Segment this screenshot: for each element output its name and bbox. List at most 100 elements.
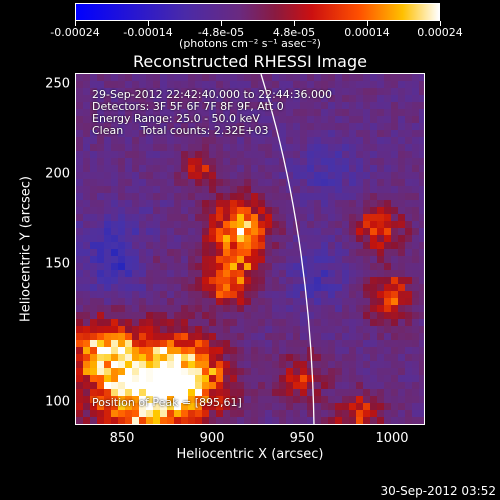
image-pixel xyxy=(132,228,139,235)
image-pixel xyxy=(132,417,139,424)
image-pixel xyxy=(314,389,321,396)
image-pixel xyxy=(139,291,146,298)
image-pixel xyxy=(293,396,300,403)
image-pixel xyxy=(132,179,139,186)
image-pixel xyxy=(272,382,279,389)
image-pixel xyxy=(314,109,321,116)
image-pixel xyxy=(167,284,174,291)
image-pixel xyxy=(265,368,272,375)
image-pixel xyxy=(132,389,139,396)
image-pixel xyxy=(293,291,300,298)
image-pixel xyxy=(216,326,223,333)
image-pixel xyxy=(125,74,132,81)
image-pixel xyxy=(202,144,209,151)
image-pixel xyxy=(412,270,419,277)
image-pixel xyxy=(237,165,244,172)
image-pixel xyxy=(125,179,132,186)
image-pixel xyxy=(230,424,237,425)
image-pixel xyxy=(188,375,195,382)
image-pixel xyxy=(83,298,90,305)
image-pixel xyxy=(90,368,97,375)
image-pixel xyxy=(153,389,160,396)
image-pixel xyxy=(195,347,202,354)
image-pixel xyxy=(356,403,363,410)
image-pixel xyxy=(132,312,139,319)
image-pixel xyxy=(237,284,244,291)
image-pixel xyxy=(146,249,153,256)
image-pixel xyxy=(307,165,314,172)
image-pixel xyxy=(188,403,195,410)
image-pixel xyxy=(251,158,258,165)
image-pixel xyxy=(125,277,132,284)
image-pixel xyxy=(216,396,223,403)
image-pixel xyxy=(335,158,342,165)
image-pixel xyxy=(258,130,265,137)
image-pixel xyxy=(139,361,146,368)
image-pixel xyxy=(405,403,412,410)
image-pixel xyxy=(279,116,286,123)
image-pixel xyxy=(356,81,363,88)
image-pixel xyxy=(216,256,223,263)
image-pixel xyxy=(167,235,174,242)
image-pixel xyxy=(97,417,104,424)
image-pixel xyxy=(132,165,139,172)
image-pixel xyxy=(146,95,153,102)
image-pixel xyxy=(97,95,104,102)
image-pixel xyxy=(293,186,300,193)
image-pixel xyxy=(209,186,216,193)
image-pixel xyxy=(272,109,279,116)
image-pixel xyxy=(97,340,104,347)
image-pixel xyxy=(118,263,125,270)
image-pixel xyxy=(384,333,391,340)
image-pixel xyxy=(384,200,391,207)
image-pixel xyxy=(279,123,286,130)
image-pixel xyxy=(251,298,258,305)
image-pixel xyxy=(160,312,167,319)
image-pixel xyxy=(153,200,160,207)
image-pixel xyxy=(223,291,230,298)
image-pixel xyxy=(314,361,321,368)
image-pixel xyxy=(342,102,349,109)
image-pixel xyxy=(293,417,300,424)
image-pixel xyxy=(139,403,146,410)
image-pixel xyxy=(181,242,188,249)
image-pixel xyxy=(279,291,286,298)
image-pixel xyxy=(272,74,279,81)
image-pixel xyxy=(286,382,293,389)
image-pixel xyxy=(118,158,125,165)
image-pixel xyxy=(412,109,419,116)
image-pixel xyxy=(314,319,321,326)
image-pixel xyxy=(167,333,174,340)
image-pixel xyxy=(314,144,321,151)
image-pixel xyxy=(174,165,181,172)
image-pixel xyxy=(279,256,286,263)
image-pixel xyxy=(300,410,307,417)
image-pixel xyxy=(377,81,384,88)
image-pixel xyxy=(223,137,230,144)
image-pixel xyxy=(104,270,111,277)
image-pixel xyxy=(377,165,384,172)
image-pixel xyxy=(118,207,125,214)
image-pixel xyxy=(139,151,146,158)
image-pixel xyxy=(216,375,223,382)
image-pixel xyxy=(251,305,258,312)
image-pixel xyxy=(314,207,321,214)
image-pixel xyxy=(391,298,398,305)
image-pixel xyxy=(174,207,181,214)
image-pixel xyxy=(335,277,342,284)
image-pixel xyxy=(321,74,328,81)
image-pixel xyxy=(258,81,265,88)
image-pixel xyxy=(244,137,251,144)
image-pixel xyxy=(342,221,349,228)
image-pixel xyxy=(237,354,244,361)
image-pixel xyxy=(181,95,188,102)
colorbar-tick xyxy=(294,21,295,26)
image-pixel xyxy=(419,102,424,109)
image-pixel xyxy=(286,137,293,144)
image-pixel xyxy=(188,326,195,333)
image-pixel xyxy=(202,158,209,165)
image-pixel xyxy=(146,333,153,340)
image-pixel xyxy=(90,95,97,102)
image-pixel xyxy=(160,354,167,361)
image-pixel xyxy=(356,270,363,277)
